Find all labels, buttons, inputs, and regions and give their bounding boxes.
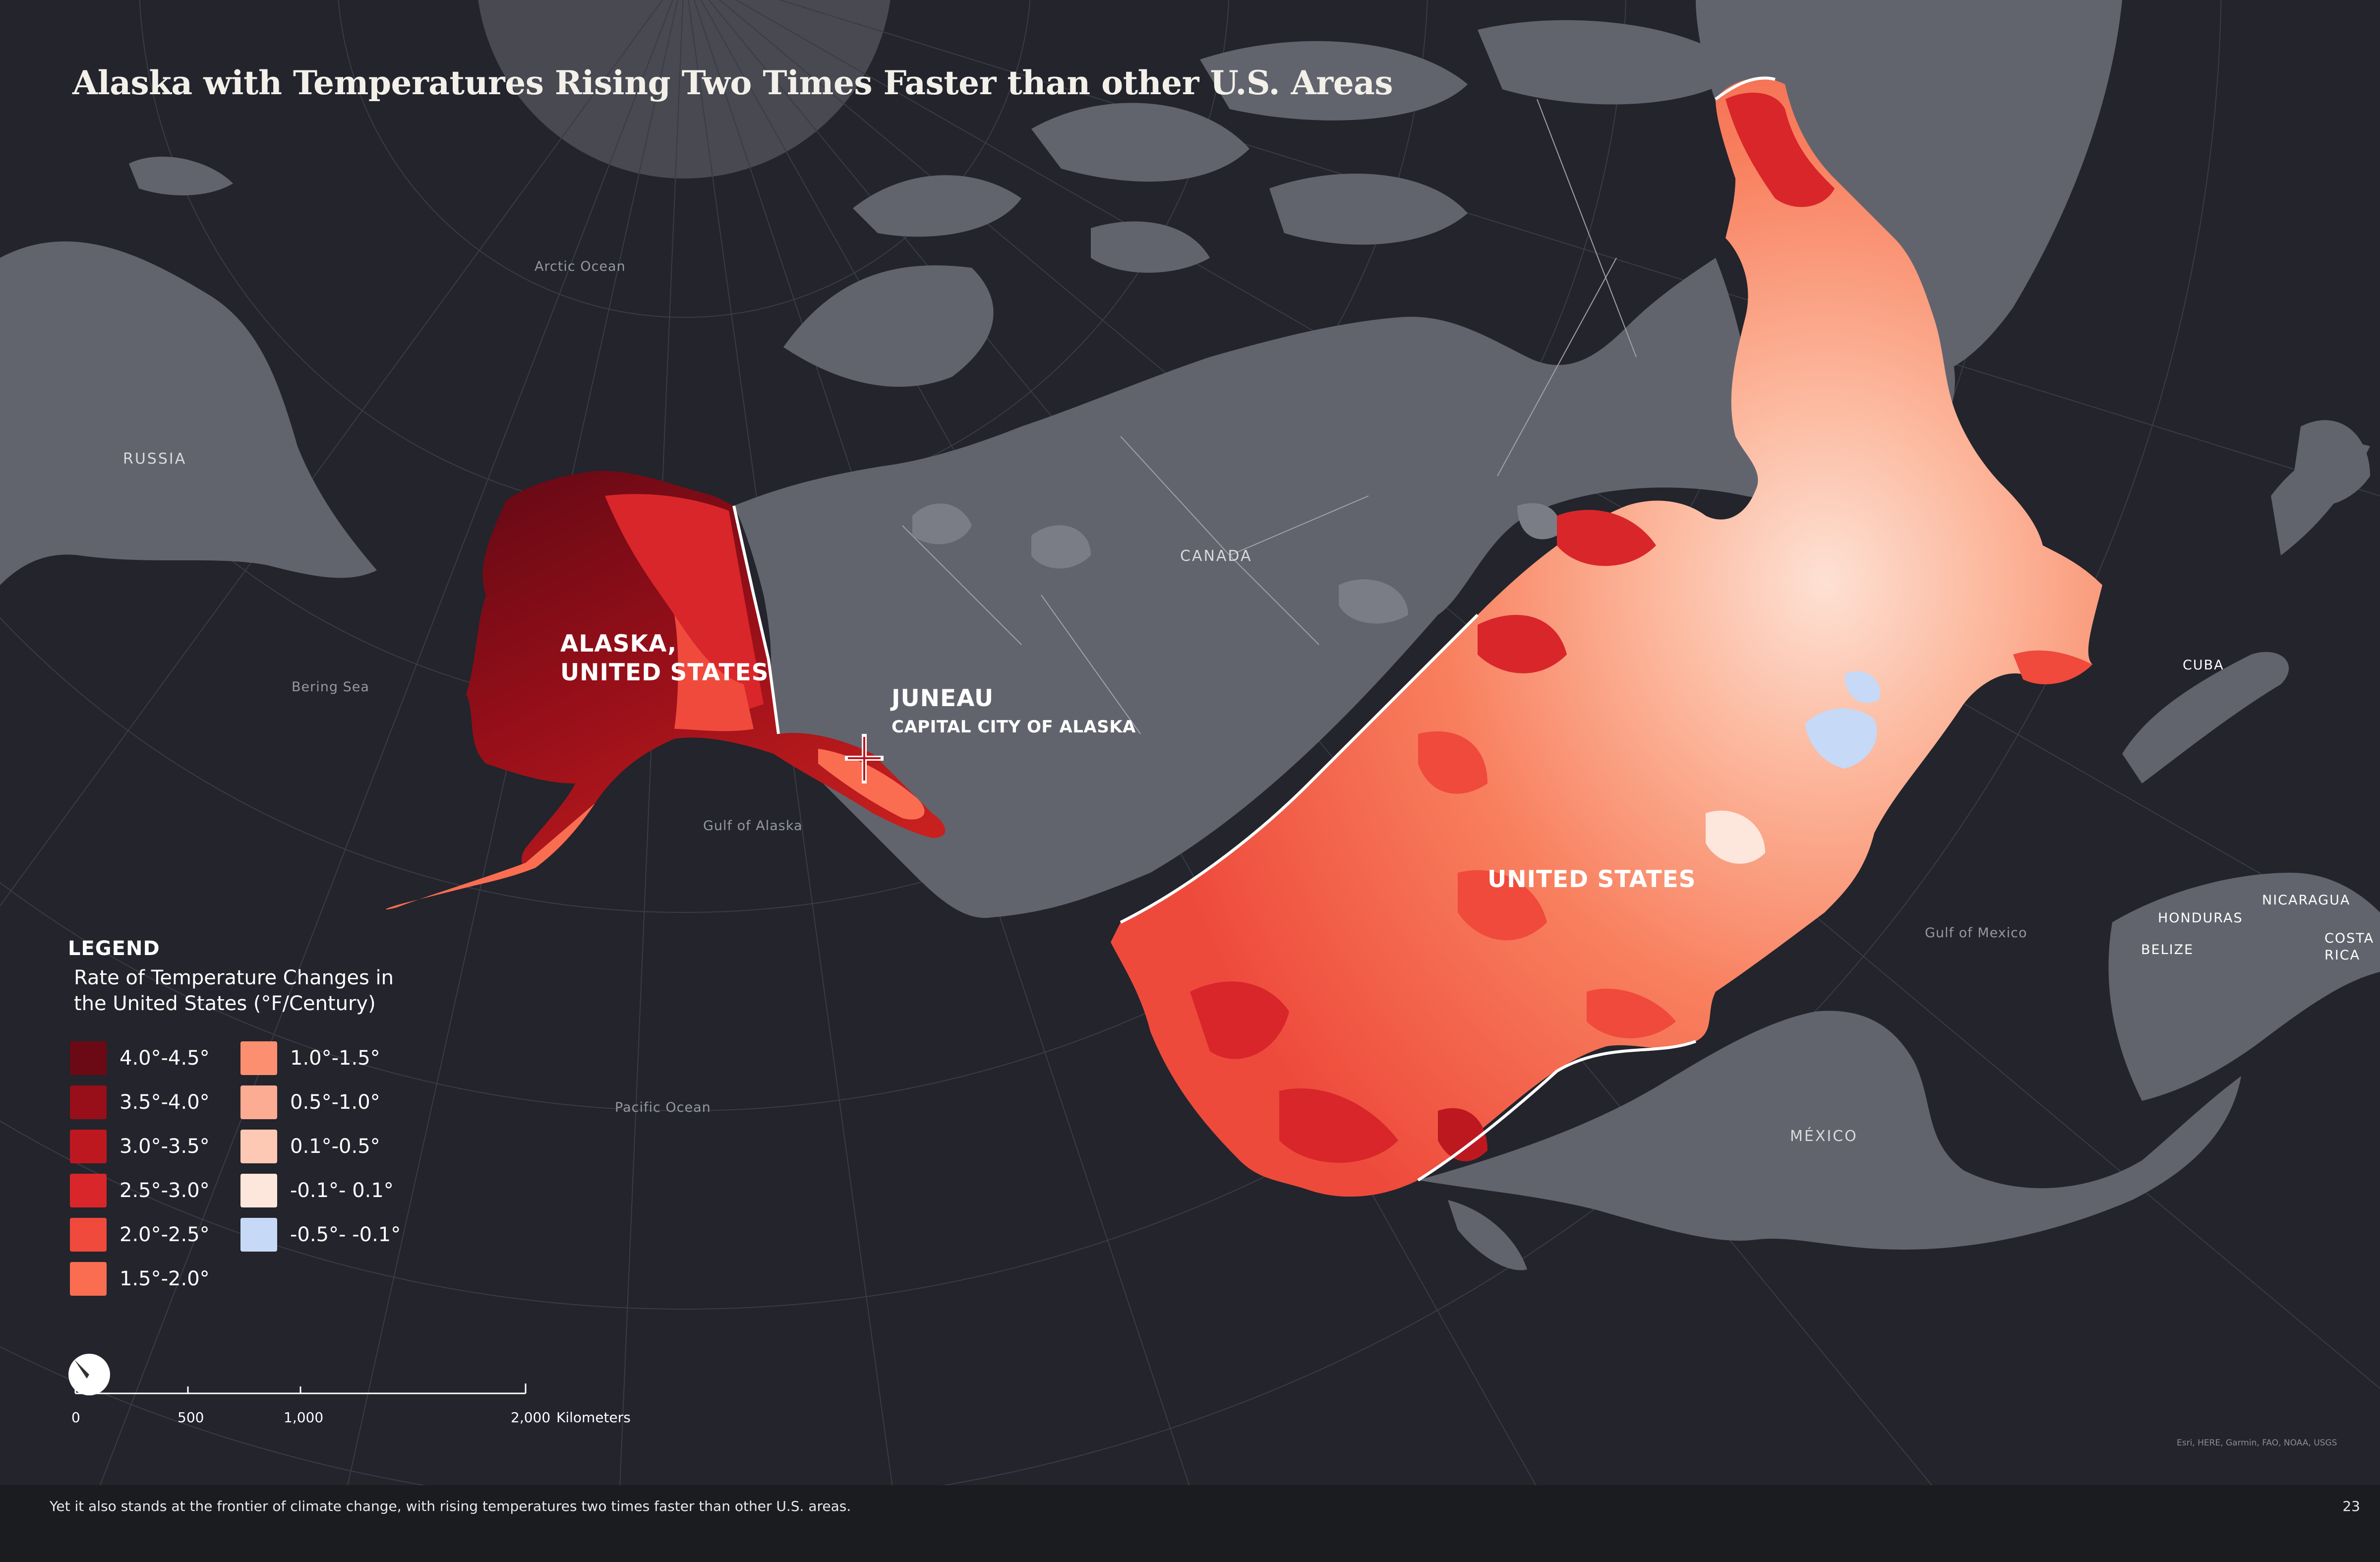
legend-item: 1.0°-1.5° bbox=[240, 1041, 380, 1075]
legend-item: 0.1°-0.5° bbox=[240, 1130, 380, 1163]
legend-item: 3.5°-4.0° bbox=[70, 1085, 210, 1119]
label-arctic-ocean: Arctic Ocean bbox=[535, 259, 626, 274]
legend-swatch bbox=[70, 1085, 107, 1119]
scale-unit: Kilometers bbox=[556, 1409, 631, 1426]
scale-tick-2000: 2,000 bbox=[511, 1409, 551, 1426]
label-nicaragua: NICARAGUA bbox=[2262, 893, 2351, 908]
footer: Yet it also stands at the frontier of cl… bbox=[0, 1485, 2380, 1562]
label-russia: RUSSIA bbox=[123, 450, 187, 468]
north-pole-disc bbox=[478, 0, 891, 179]
label-alaska-line1: ALASKA, bbox=[560, 630, 677, 658]
label-costa-rica-line1: COSTA bbox=[2324, 931, 2375, 946]
label-gulf-of-mexico: Gulf of Mexico bbox=[1925, 925, 2027, 941]
lakes bbox=[912, 503, 1560, 624]
legend-subtitle-line1: Rate of Temperature Changes in bbox=[74, 966, 394, 989]
legend-label: 1.5°-2.0° bbox=[119, 1267, 210, 1290]
scale-tick-0: 0 bbox=[71, 1409, 80, 1426]
legend-item: -0.5°- -0.1° bbox=[240, 1218, 401, 1252]
legend-label: 3.0°-3.5° bbox=[119, 1135, 210, 1158]
legend-item: 2.5°-3.0° bbox=[70, 1174, 210, 1207]
alaska-choropleth bbox=[386, 471, 946, 910]
legend: LEGEND Rate of Temperature Changes in th… bbox=[68, 937, 401, 1296]
legend-label: -0.1°- 0.1° bbox=[290, 1179, 394, 1202]
legend-swatch bbox=[70, 1041, 107, 1075]
legend-swatch bbox=[70, 1130, 107, 1163]
scale-tick-1000: 1,000 bbox=[284, 1409, 324, 1426]
legend-swatch bbox=[70, 1262, 107, 1296]
legend-heading: LEGEND bbox=[68, 937, 160, 960]
label-alaska: ALASKA, UNITED STATES bbox=[560, 630, 769, 687]
legend-label: 1.0°-1.5° bbox=[290, 1047, 380, 1070]
scale-bar: 0 500 1,000 2,000 Kilometers bbox=[69, 1354, 631, 1433]
legend-item: 0.5°-1.0° bbox=[240, 1085, 380, 1119]
label-mexico: MÉXICO bbox=[1790, 1128, 1858, 1145]
greenland-land bbox=[1696, 0, 2122, 377]
label-bering-sea: Bering Sea bbox=[292, 679, 369, 695]
attribution: Esri, HERE, Garmin, FAO, NOAA, USGS bbox=[2177, 1438, 2337, 1448]
page-number: 23 bbox=[2342, 1498, 2360, 1514]
label-united-states: UNITED STATES bbox=[1488, 866, 1696, 893]
legend-swatch bbox=[240, 1218, 277, 1252]
label-gulf-of-alaska: Gulf of Alaska bbox=[703, 818, 803, 834]
legend-label: 2.5°-3.0° bbox=[119, 1179, 210, 1202]
legend-item: -0.1°- 0.1° bbox=[240, 1174, 394, 1207]
juneau-marker-icon bbox=[845, 734, 884, 783]
legend-label: 0.5°-1.0° bbox=[290, 1091, 380, 1114]
russia-land bbox=[0, 241, 377, 585]
mexico-land bbox=[1418, 1011, 2241, 1250]
label-alaska-line2: UNITED STATES bbox=[560, 659, 769, 686]
map-canvas bbox=[0, 0, 2380, 1485]
legend-label: 3.5°-4.0° bbox=[119, 1091, 210, 1114]
us-borders bbox=[732, 76, 1776, 1182]
label-pacific-ocean: Pacific Ocean bbox=[615, 1100, 711, 1115]
legend-subtitle: Rate of Temperature Changes in the Unite… bbox=[74, 965, 394, 1017]
canada-borders bbox=[902, 99, 1637, 734]
us-shape bbox=[1111, 78, 2102, 1197]
land bbox=[0, 0, 2380, 1270]
legend-label: -0.5°- -0.1° bbox=[290, 1223, 401, 1246]
label-honduras: HONDURAS bbox=[2158, 910, 2243, 926]
legend-items: 4.0°-4.5° 3.5°-4.0° 3.0°-3.5° 2.5°-3.0° 2.0°… bbox=[70, 1041, 417, 1319]
us-choropleth bbox=[1111, 78, 2102, 1197]
legend-swatch bbox=[70, 1174, 107, 1207]
label-cuba: CUBA bbox=[2183, 658, 2224, 673]
label-costa-rica-line2: RICA bbox=[2324, 948, 2361, 963]
legend-label: 4.0°-4.5° bbox=[119, 1047, 210, 1070]
legend-item: 2.0°-2.5° bbox=[70, 1218, 210, 1252]
legend-item: 3.0°-3.5° bbox=[70, 1130, 210, 1163]
legend-label: 0.1°-0.5° bbox=[290, 1135, 380, 1158]
label-canada: CANADA bbox=[1180, 547, 1252, 565]
legend-swatch bbox=[240, 1174, 277, 1207]
legend-swatch bbox=[70, 1218, 107, 1252]
label-belize: BELIZE bbox=[2141, 942, 2194, 958]
label-costa-rica: COSTA RICA bbox=[2324, 930, 2374, 964]
legend-swatch bbox=[240, 1085, 277, 1119]
map-title: Alaska with Temperatures Rising Two Time… bbox=[72, 63, 1393, 102]
canada-land bbox=[734, 258, 1777, 918]
north-arrow-icon bbox=[68, 1354, 110, 1395]
label-juneau: JUNEAU bbox=[892, 685, 994, 712]
caption: Yet it also stands at the frontier of cl… bbox=[50, 1498, 851, 1514]
legend-item: 4.0°-4.5° bbox=[70, 1041, 210, 1075]
legend-subtitle-line2: the United States (°F/Century) bbox=[74, 992, 376, 1015]
legend-swatch bbox=[240, 1041, 277, 1075]
legend-label: 2.0°-2.5° bbox=[119, 1223, 210, 1246]
label-juneau-sub: CAPITAL CITY OF ALASKA bbox=[892, 717, 1136, 737]
scale-bar-line bbox=[74, 1383, 527, 1394]
legend-item: 1.5°-2.0° bbox=[70, 1262, 210, 1296]
scale-tick-500: 500 bbox=[178, 1409, 204, 1426]
legend-swatch bbox=[240, 1130, 277, 1163]
